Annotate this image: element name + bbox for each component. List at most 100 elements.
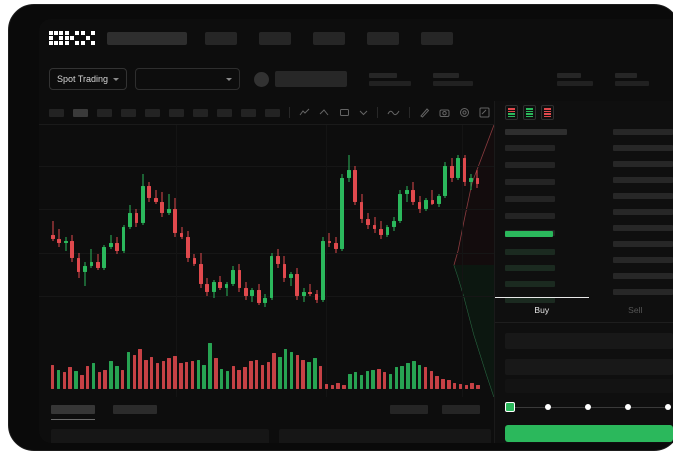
candle-body — [430, 199, 435, 204]
trendline-icon[interactable] — [299, 108, 310, 117]
nav-item-1[interactable] — [259, 31, 291, 45]
volume-bar — [132, 354, 137, 389]
orderbook-ask-row[interactable] — [505, 162, 555, 168]
candle — [96, 125, 100, 397]
timeframe-3[interactable] — [121, 108, 136, 117]
candle-body — [63, 240, 68, 243]
stepper-dot-2[interactable] — [585, 404, 591, 410]
orderbook-ask-row[interactable] — [505, 196, 555, 202]
orderbook-size-row[interactable] — [613, 209, 673, 215]
orderbook-header-price[interactable] — [505, 129, 567, 135]
nav-item-4[interactable] — [421, 31, 453, 45]
orderbook-ask-row[interactable] — [505, 145, 555, 151]
nav-item-3[interactable] — [367, 31, 399, 45]
candle — [417, 125, 422, 397]
candle-body — [321, 240, 325, 300]
candle — [359, 125, 364, 397]
brush-icon[interactable] — [419, 107, 430, 118]
market-type-label: Spot Trading — [57, 74, 109, 84]
orderbook-size-row[interactable] — [613, 145, 673, 151]
orderbook-ask-row[interactable] — [505, 213, 555, 219]
candle — [89, 125, 94, 397]
indicator-icon[interactable] — [387, 108, 400, 117]
stepper-dot-4[interactable] — [665, 404, 671, 410]
orderbook-size-row[interactable] — [613, 241, 673, 247]
candle-body — [237, 270, 242, 288]
candle-body — [218, 281, 222, 288]
orderbook-best-price-row[interactable] — [505, 231, 553, 237]
timeframe-9[interactable] — [265, 108, 280, 117]
toolbar-divider — [409, 107, 410, 118]
fibonacci-icon[interactable] — [319, 108, 330, 117]
candle — [250, 125, 255, 397]
candle — [456, 125, 460, 397]
orderbook-bid-row[interactable] — [505, 281, 555, 287]
camera-icon[interactable] — [439, 107, 450, 118]
fullscreen-icon[interactable] — [479, 107, 490, 118]
settings-icon[interactable] — [459, 107, 470, 118]
timeframe-7[interactable] — [217, 108, 232, 117]
orderbook-bid-row[interactable] — [505, 249, 555, 255]
candle-wick — [168, 193, 170, 216]
volume-bar — [120, 369, 125, 389]
orderbook-size-row[interactable] — [613, 225, 673, 231]
market-type-selector[interactable]: Spot Trading — [49, 68, 128, 90]
orderbook-size-row[interactable] — [613, 177, 673, 183]
stat-value — [369, 80, 412, 86]
stepper-dot-3[interactable] — [625, 404, 631, 410]
order-total-field[interactable] — [505, 379, 673, 393]
orderbook-size-row[interactable] — [613, 193, 673, 199]
orderbook-size-row[interactable] — [613, 289, 673, 295]
orderbook-mode-bids-icon[interactable] — [523, 105, 536, 120]
orderbook-ask-row[interactable] — [505, 179, 555, 185]
volume-bar — [126, 351, 131, 389]
timeframe-6[interactable] — [193, 108, 208, 117]
orderbook-mode-both-icon[interactable] — [505, 105, 518, 120]
candle-body — [70, 240, 75, 259]
candle — [404, 125, 409, 397]
orderbook-size-row[interactable] — [613, 273, 673, 279]
timeframe-0[interactable] — [49, 108, 64, 117]
stepper-handle[interactable] — [505, 402, 515, 412]
orders-tab-0[interactable] — [51, 405, 95, 420]
order-price-field[interactable] — [505, 333, 673, 349]
timeframe-4[interactable] — [145, 108, 160, 117]
candle-body — [366, 219, 370, 226]
global-search-input[interactable] — [107, 31, 187, 45]
stepper-dot-1[interactable] — [545, 404, 551, 410]
text-icon[interactable] — [339, 108, 350, 117]
shapes-icon[interactable] — [359, 108, 368, 117]
last-price-value — [275, 71, 348, 87]
orderbook-header-size[interactable] — [613, 129, 673, 135]
order-amount-field[interactable] — [505, 359, 673, 375]
nav-item-2[interactable] — [313, 31, 345, 45]
orderbook-size-row[interactable] — [613, 257, 673, 263]
orderbook-bid-row[interactable] — [505, 297, 555, 303]
stat-value — [433, 80, 474, 86]
tab-sell[interactable]: Sell — [628, 304, 643, 315]
orders-tab-1[interactable] — [113, 405, 157, 414]
timeframe-1[interactable] — [73, 108, 88, 117]
tab-buy[interactable]: Buy — [495, 297, 589, 322]
okx-logo[interactable] — [49, 31, 95, 45]
amount-percent-stepper[interactable] — [505, 401, 673, 415]
orderbook-mode-asks-icon[interactable] — [541, 105, 554, 120]
nav-item-0[interactable] — [205, 31, 237, 45]
volume-bar — [237, 369, 241, 389]
orderbook-bid-row[interactable] — [505, 265, 555, 271]
orderbook-size-row[interactable] — [613, 161, 673, 167]
volume-bar — [342, 384, 346, 389]
orders-action-1[interactable] — [442, 405, 480, 414]
orders-card-1 — [279, 429, 491, 443]
trading-pair-selector[interactable] — [135, 68, 241, 90]
candlestick-chart[interactable] — [39, 125, 494, 397]
volume-bar — [184, 362, 189, 389]
candle — [340, 125, 345, 397]
candle-wick — [309, 283, 311, 296]
submit-buy-button[interactable] — [505, 425, 673, 442]
timeframe-8[interactable] — [241, 108, 256, 117]
orders-action-0[interactable] — [390, 405, 428, 414]
timeframe-5[interactable] — [169, 108, 184, 117]
timeframe-2[interactable] — [97, 108, 112, 117]
candle-body — [301, 291, 306, 296]
